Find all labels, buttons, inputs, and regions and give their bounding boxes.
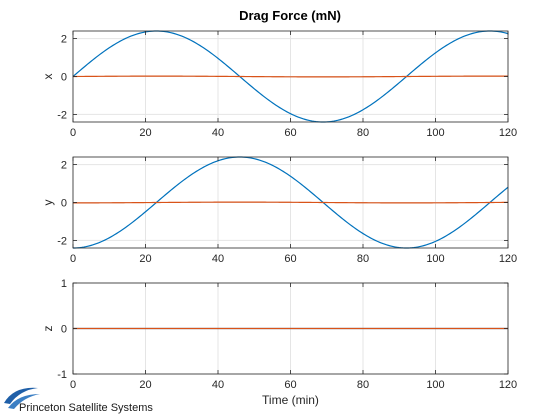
company-logo-text: Princeton Satellite Systems	[19, 402, 153, 414]
x-tick-label-z: 120	[499, 379, 517, 391]
y-tick-label-x: 2	[61, 34, 67, 46]
y-tick-label-z: -1	[57, 369, 67, 381]
x-tick-label-y: 60	[284, 253, 296, 265]
y-axis-label-z: z	[41, 326, 55, 332]
x-tick-label-y: 80	[357, 253, 369, 265]
x-tick-label-y: 100	[426, 253, 444, 265]
y-axis-label-x: x	[41, 74, 55, 80]
figure-title: Drag Force (mN)	[239, 8, 341, 23]
x-tick-label-y: 120	[499, 253, 517, 265]
x-tick-label-x: 60	[284, 127, 296, 139]
x-tick-label-y: 20	[139, 253, 151, 265]
x-tick-label-z: 0	[70, 379, 76, 391]
x-tick-label-x: 20	[139, 127, 151, 139]
y-axis-label-y: y	[41, 200, 55, 206]
logo-swoosh-icon	[4, 387, 40, 409]
y-tick-label-z: 0	[61, 324, 67, 336]
series-line-y-1	[72, 156, 509, 249]
x-tick-label-x: 120	[499, 127, 517, 139]
series-line-x-2	[72, 75, 508, 78]
y-tick-label-z: 1	[61, 278, 67, 290]
x-tick-label-x: 0	[70, 127, 76, 139]
x-tick-label-z: 40	[212, 379, 224, 391]
x-tick-label-x: 100	[426, 127, 444, 139]
x-tick-label-x: 80	[357, 127, 369, 139]
company-logo: Princeton Satellite Systems	[4, 387, 153, 414]
y-tick-label-y: 0	[61, 198, 67, 210]
x-tick-label-z: 60	[284, 379, 296, 391]
y-tick-label-x: -2	[57, 109, 67, 121]
x-tick-label-z: 20	[139, 379, 151, 391]
x-axis-label: Time (min)	[262, 393, 319, 407]
x-tick-label-x: 40	[212, 127, 224, 139]
y-tick-label-y: 2	[61, 160, 67, 172]
x-tick-label-y: 40	[212, 253, 224, 265]
x-tick-label-z: 80	[357, 379, 369, 391]
x-tick-label-z: 100	[426, 379, 444, 391]
y-tick-label-x: 0	[61, 72, 67, 84]
y-tick-label-y: -2	[57, 235, 67, 247]
series-line-y-2	[73, 201, 509, 204]
x-tick-label-y: 0	[70, 253, 76, 265]
